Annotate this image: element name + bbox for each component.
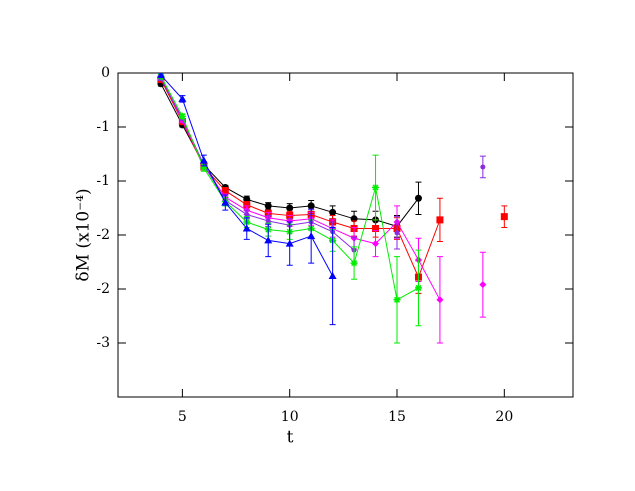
y-tick-label: 0 <box>101 65 110 81</box>
marker <box>350 259 358 267</box>
marker <box>265 218 271 224</box>
marker <box>244 211 250 217</box>
marker <box>156 73 165 79</box>
marker <box>286 204 294 212</box>
marker <box>414 284 422 292</box>
marker <box>221 198 230 206</box>
x-axis-label: t <box>287 428 294 448</box>
series-line <box>160 76 419 301</box>
marker <box>479 281 487 289</box>
marker <box>243 201 251 209</box>
marker <box>372 183 380 191</box>
marker <box>372 225 380 233</box>
marker <box>393 296 401 304</box>
marker <box>178 94 187 102</box>
marker <box>200 164 208 172</box>
marker <box>199 156 208 164</box>
x-tick-label: 15 <box>388 409 406 425</box>
y-tick-label: -1 <box>96 173 110 189</box>
plot-area <box>156 73 508 344</box>
y-tick-label: -2 <box>96 227 110 243</box>
y-axis-label: δM (x10⁻⁴) <box>74 188 94 281</box>
marker <box>221 187 229 195</box>
marker <box>264 202 272 210</box>
marker <box>307 202 315 210</box>
marker <box>372 240 380 248</box>
x-tick-label: 5 <box>178 409 187 425</box>
y-tick-label: -1 <box>96 119 110 135</box>
marker <box>285 239 294 247</box>
marker <box>436 296 444 304</box>
marker <box>500 213 508 221</box>
marker <box>307 232 316 240</box>
marker <box>242 224 251 232</box>
x-tick-label: 10 <box>281 409 299 425</box>
marker <box>414 194 422 202</box>
marker <box>264 236 273 244</box>
marker <box>328 272 337 280</box>
y-tick-label: -2 <box>96 281 110 297</box>
marker <box>178 112 186 120</box>
y-tick-label: -3 <box>96 335 110 351</box>
series-line <box>161 77 483 299</box>
marker <box>480 164 486 170</box>
series-line <box>161 78 483 250</box>
series-line <box>160 74 334 277</box>
x-tick-label: 20 <box>495 409 513 425</box>
marker <box>329 208 337 216</box>
marker <box>436 216 444 224</box>
plot-frame <box>117 72 574 398</box>
marker <box>394 230 400 236</box>
